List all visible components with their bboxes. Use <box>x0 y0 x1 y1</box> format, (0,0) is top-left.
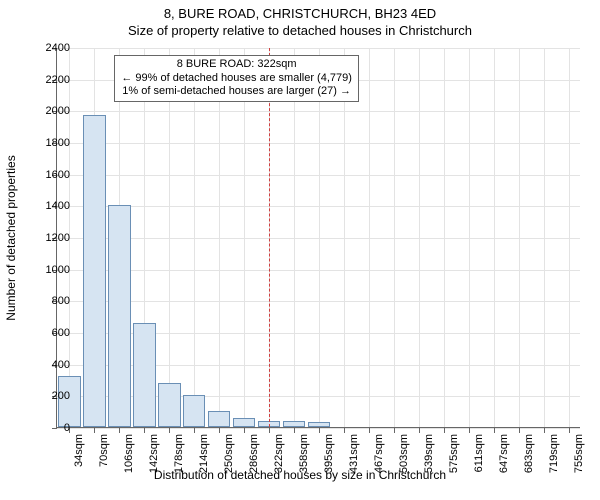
annotation-line: 1% of semi-detached houses are larger (2… <box>121 85 352 99</box>
y-tick-label: 1600 <box>30 169 70 181</box>
chart-title-sub: Size of property relative to detached ho… <box>0 21 600 38</box>
x-tick-mark <box>569 428 570 433</box>
y-tick-label: 1800 <box>30 137 70 149</box>
y-tick-label: 2400 <box>30 42 70 54</box>
plot-area: 34sqm70sqm106sqm142sqm178sqm214sqm250sqm… <box>56 48 580 428</box>
x-tick-mark <box>169 428 170 433</box>
y-tick-label: 1200 <box>30 232 70 244</box>
gridline-v <box>319 48 320 427</box>
x-tick-mark <box>444 428 445 433</box>
x-tick-mark <box>494 428 495 433</box>
gridline-v <box>444 48 445 427</box>
x-tick-mark <box>544 428 545 433</box>
gridline-v <box>219 48 220 427</box>
y-tick-label: 200 <box>30 390 70 402</box>
y-tick-label: 0 <box>30 422 70 434</box>
chart-wrap: 8, BURE ROAD, CHRISTCHURCH, BH23 4ED Siz… <box>0 0 600 500</box>
histogram-bar <box>183 395 205 427</box>
x-tick-mark <box>94 428 95 433</box>
histogram-bar <box>158 383 180 427</box>
x-tick-mark <box>244 428 245 433</box>
gridline-v <box>344 48 345 427</box>
gridline-v <box>369 48 370 427</box>
x-tick-mark <box>394 428 395 433</box>
annotation-box: 8 BURE ROAD: 322sqm← 99% of detached hou… <box>114 55 359 102</box>
gridline-v <box>494 48 495 427</box>
plot-container: 34sqm70sqm106sqm142sqm178sqm214sqm250sqm… <box>56 48 580 428</box>
gridline-v <box>194 48 195 427</box>
chart-title-address: 8, BURE ROAD, CHRISTCHURCH, BH23 4ED <box>0 0 600 21</box>
x-tick-mark <box>319 428 320 433</box>
gridline-v <box>294 48 295 427</box>
x-tick-mark <box>519 428 520 433</box>
gridline-v <box>394 48 395 427</box>
x-tick-mark <box>469 428 470 433</box>
histogram-bar <box>133 323 155 428</box>
histogram-bar <box>233 418 255 428</box>
gridline-v <box>169 48 170 427</box>
gridline-v <box>469 48 470 427</box>
x-tick-mark <box>144 428 145 433</box>
x-tick-mark <box>119 428 120 433</box>
y-tick-label: 1000 <box>30 264 70 276</box>
y-tick-label: 400 <box>30 359 70 371</box>
gridline-v <box>569 48 570 427</box>
y-tick-label: 2000 <box>30 105 70 117</box>
gridline-v <box>244 48 245 427</box>
histogram-bar <box>208 411 230 427</box>
annotation-line: 8 BURE ROAD: 322sqm <box>121 58 352 72</box>
x-tick-mark <box>269 428 270 433</box>
x-tick-mark <box>194 428 195 433</box>
x-tick-label: 611sqm <box>473 434 485 472</box>
x-tick-mark <box>344 428 345 433</box>
x-tick-mark <box>369 428 370 433</box>
histogram-bar <box>308 422 330 427</box>
histogram-bar <box>283 421 305 427</box>
y-tick-label: 1400 <box>30 200 70 212</box>
histogram-bar <box>108 205 130 427</box>
y-tick-label: 2200 <box>30 74 70 86</box>
x-tick-mark <box>219 428 220 433</box>
gridline-v <box>419 48 420 427</box>
histogram-bar <box>83 115 105 427</box>
x-tick-mark <box>419 428 420 433</box>
y-tick-label: 800 <box>30 295 70 307</box>
x-axis-label: Distribution of detached houses by size … <box>0 468 600 482</box>
x-tick-label: 34sqm <box>73 434 85 467</box>
x-tick-mark <box>294 428 295 433</box>
reference-line <box>269 48 270 427</box>
gridline-v <box>544 48 545 427</box>
y-axis-label: Number of detached properties <box>4 155 18 320</box>
gridline-v <box>519 48 520 427</box>
y-tick-label: 600 <box>30 327 70 339</box>
x-tick-label: 70sqm <box>98 434 110 467</box>
annotation-line: ← 99% of detached houses are smaller (4,… <box>121 72 352 86</box>
